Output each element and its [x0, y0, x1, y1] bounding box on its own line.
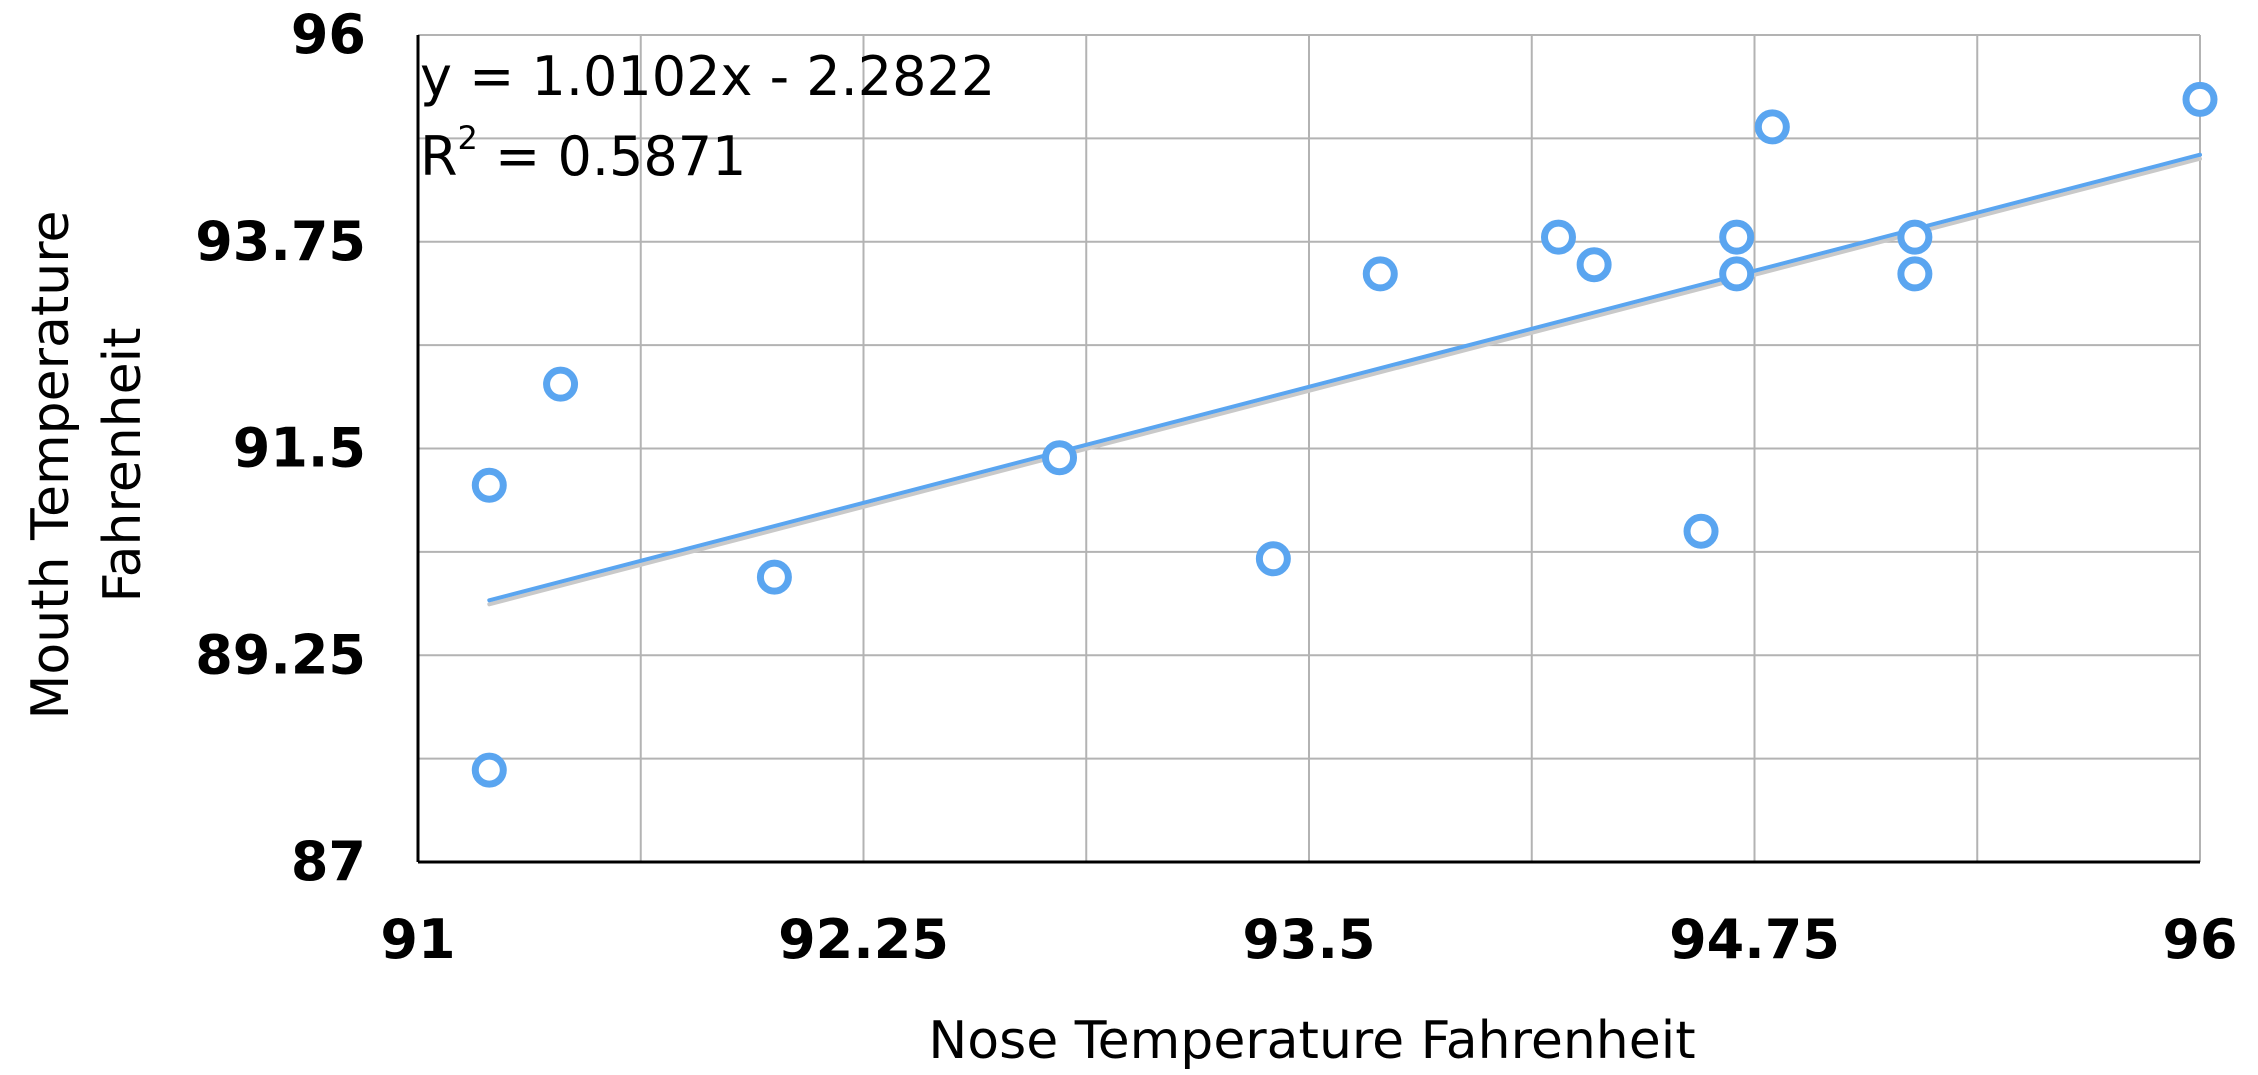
- y-tick-label: 93.75: [195, 210, 366, 273]
- trendline: [487, 152, 2202, 603]
- data-point: [1897, 219, 1933, 255]
- x-tick-label: 91: [380, 908, 455, 971]
- data-point: [756, 559, 792, 595]
- data-point: [1719, 256, 1755, 292]
- data-point: [1754, 109, 1790, 145]
- y-tick-label: 96: [291, 3, 366, 66]
- y-tick-label: 87: [291, 830, 366, 893]
- x-tick-label: 92.25: [778, 908, 949, 971]
- trendline-equation: y = 1.0102x - 2.2822: [420, 45, 995, 108]
- data-point: [1255, 541, 1291, 577]
- y-axis-title-line-2: Fahrenheit: [93, 328, 153, 603]
- r-squared-prefix: R: [420, 125, 458, 188]
- data-point: [2182, 81, 2218, 117]
- y-tick-label: 91.5: [233, 417, 366, 480]
- r-squared-superscript: 2: [458, 119, 478, 157]
- data-point: [1719, 219, 1755, 255]
- data-point: [471, 752, 507, 788]
- data-point: [1897, 256, 1933, 292]
- x-tick-label: 93.5: [1242, 908, 1375, 971]
- x-axis-title: Nose Temperature Fahrenheit: [928, 1011, 1695, 1071]
- trendline-layer: [487, 152, 2202, 607]
- tick-labels: 91 92.25 93.5 94.75 96 87 89.25 91.5 93.75 96: [195, 3, 2237, 971]
- y-axis-title: Mouth Temperature Fahrenheit: [21, 211, 153, 720]
- x-tick-label: 96: [2162, 908, 2237, 971]
- data-point: [1540, 219, 1576, 255]
- data-point: [471, 467, 507, 503]
- r-squared-label: R2 = 0.5871: [420, 119, 746, 188]
- data-point: [1683, 513, 1719, 549]
- r-squared-value: = 0.5871: [478, 125, 747, 188]
- data-point: [1362, 256, 1398, 292]
- trendline-shadow: [487, 156, 2202, 607]
- data-point: [543, 366, 579, 402]
- data-point: [1576, 247, 1612, 283]
- x-tick-label: 94.75: [1669, 908, 1840, 971]
- data-points: [471, 81, 2218, 788]
- y-axis-title-line-1: Mouth Temperature: [21, 211, 81, 720]
- axes: [416, 35, 2200, 864]
- y-tick-label: 89.25: [195, 623, 366, 686]
- data-point: [1042, 440, 1078, 476]
